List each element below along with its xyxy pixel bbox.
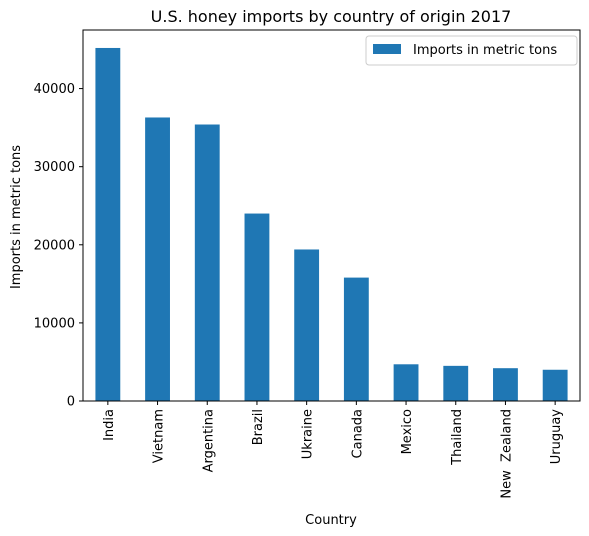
bar-brazil [244, 213, 270, 401]
y-tick-label: 0 [67, 395, 75, 410]
x-tick-label: Mexico [400, 409, 415, 454]
x-tick-label: Vietnam [152, 409, 167, 463]
bar-canada [343, 277, 369, 401]
y-axis-title: Imports in metric tons [9, 145, 24, 289]
x-ticks-group: India Vietnam Argentina Brazil Ukraine Canada… [102, 401, 564, 499]
x-tick-label: Canada [350, 409, 365, 458]
bar-thailand [443, 365, 469, 401]
plot-frame [82, 29, 581, 402]
bar-mexico [393, 364, 419, 401]
bar-argentina [194, 124, 220, 401]
x-tick-label: Brazil [251, 409, 266, 445]
legend-label: Imports in metric tons [413, 43, 557, 58]
bar-vietnam [145, 117, 170, 401]
y-ticks-group: 0 10000 20000 30000 40000 [34, 82, 83, 410]
bar-ukraine [294, 249, 320, 401]
x-axis-title: Country [305, 513, 357, 528]
chart-title: U.S. honey imports by country of origin … [151, 7, 512, 26]
y-tick-label: 40000 [34, 82, 75, 97]
y-tick-label: 10000 [34, 316, 75, 331]
x-tick-label: Ukraine [301, 409, 316, 459]
legend-swatch [373, 44, 401, 54]
bars-group [95, 47, 568, 402]
y-tick-label: 30000 [34, 160, 75, 175]
x-tick-label: Thailand [450, 409, 465, 466]
bar-india [95, 47, 121, 402]
bar-uruguay [542, 369, 568, 401]
bar-new-zealand [493, 368, 518, 401]
legend-box [365, 35, 578, 66]
x-tick-label: India [102, 409, 117, 441]
x-tick-label: New Zealand [499, 409, 514, 499]
x-tick-label: Uruguay [549, 409, 564, 465]
y-tick-label: 20000 [34, 238, 75, 253]
x-tick-label: Argentina [201, 409, 216, 472]
legend: Imports in metric tons [365, 35, 578, 66]
